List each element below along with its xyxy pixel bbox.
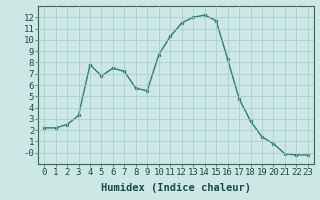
- X-axis label: Humidex (Indice chaleur): Humidex (Indice chaleur): [101, 183, 251, 193]
